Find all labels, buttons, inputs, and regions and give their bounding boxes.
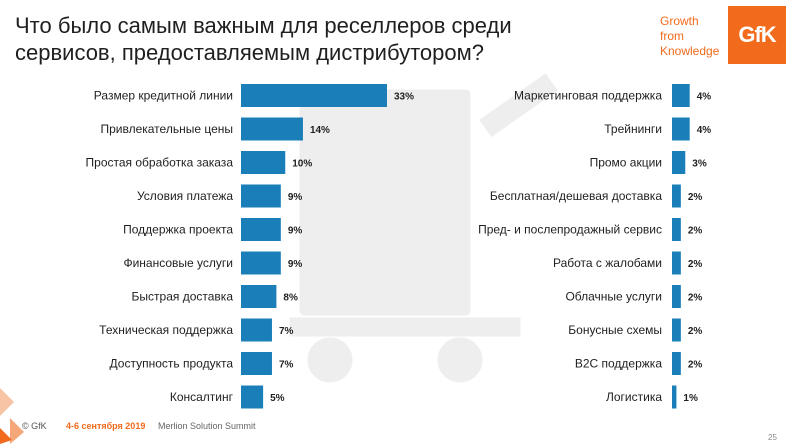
bar (672, 184, 681, 208)
value-label: 2% (688, 360, 703, 371)
value-label: 9% (288, 259, 303, 270)
category-label: Трейнинги (604, 122, 662, 136)
value-label: 7% (279, 360, 294, 371)
category-label: Облачные услуги (565, 290, 662, 304)
category-label: Маркетинговая поддержка (514, 89, 662, 103)
category-label: Быстрая доставка (132, 290, 234, 304)
value-label: 3% (692, 159, 707, 170)
value-label: 8% (283, 293, 298, 304)
category-label: Бонусные схемы (568, 323, 662, 337)
bar (241, 184, 281, 208)
category-label: Логистика (606, 390, 662, 404)
value-label: 2% (688, 192, 703, 203)
category-label: Бесплатная/дешевая доставка (490, 189, 662, 203)
bar (672, 84, 690, 107)
bar (241, 117, 303, 141)
bar (672, 318, 681, 342)
value-label: 1% (683, 393, 698, 404)
value-label: 2% (688, 326, 703, 337)
tagline-line-1: Growth (660, 14, 699, 28)
category-label: Работа с жалобами (553, 256, 662, 270)
value-label: 2% (688, 293, 703, 304)
bar (672, 117, 690, 141)
category-label: Размер кредитной линии (94, 89, 233, 103)
tagline-line-2: from (660, 29, 684, 43)
category-label: Техническая поддержка (99, 323, 233, 337)
bar (241, 251, 281, 275)
category-label: Доступность продукта (110, 357, 234, 371)
value-label: 7% (279, 326, 294, 337)
category-label: Привлекательные цены (100, 122, 233, 136)
bar (241, 352, 272, 375)
gfk-logo: GfK (728, 6, 786, 64)
value-label: 33% (394, 92, 414, 103)
page-number: 25 (768, 433, 777, 442)
bar (241, 151, 286, 174)
bar (241, 318, 272, 342)
bar (672, 251, 681, 275)
value-label: 2% (688, 259, 703, 270)
category-label: Пред- и послепродажный сервис (478, 223, 662, 237)
category-label: Условия платежа (137, 189, 233, 203)
category-label: Финансовые услуги (123, 256, 233, 270)
category-label: B2C поддержка (575, 357, 662, 371)
bar (241, 218, 281, 241)
decorative-triangles (0, 388, 24, 444)
brand-tagline: Growth from Knowledge (660, 14, 720, 59)
value-label: 4% (697, 125, 712, 136)
value-label: 9% (288, 226, 303, 237)
bar (241, 84, 387, 107)
bar (241, 385, 264, 409)
category-label: Простая обработка заказа (86, 156, 234, 170)
category-label: Промо акции (590, 156, 662, 170)
bar (672, 218, 681, 241)
value-label: 9% (288, 192, 303, 203)
category-label: Консалтинг (170, 390, 234, 404)
value-label: 10% (292, 159, 312, 170)
bar (672, 285, 681, 308)
value-label: 14% (310, 125, 330, 136)
bar (672, 151, 686, 174)
footer-copyright: © GfK (22, 421, 47, 431)
tagline-line-3: Knowledge (660, 44, 720, 58)
footer-date: 4-6 сентября 2019 (66, 421, 146, 431)
category-label: Поддержка проекта (123, 223, 233, 237)
value-label: 2% (688, 226, 703, 237)
value-label: 5% (270, 393, 285, 404)
page-title: Что было самым важным для реселлеров сре… (15, 13, 512, 65)
footer-event: Merlion Solution Summit (158, 421, 256, 431)
bar (672, 385, 677, 409)
bar (241, 285, 277, 308)
bar (672, 352, 681, 375)
value-label: 4% (697, 92, 712, 103)
